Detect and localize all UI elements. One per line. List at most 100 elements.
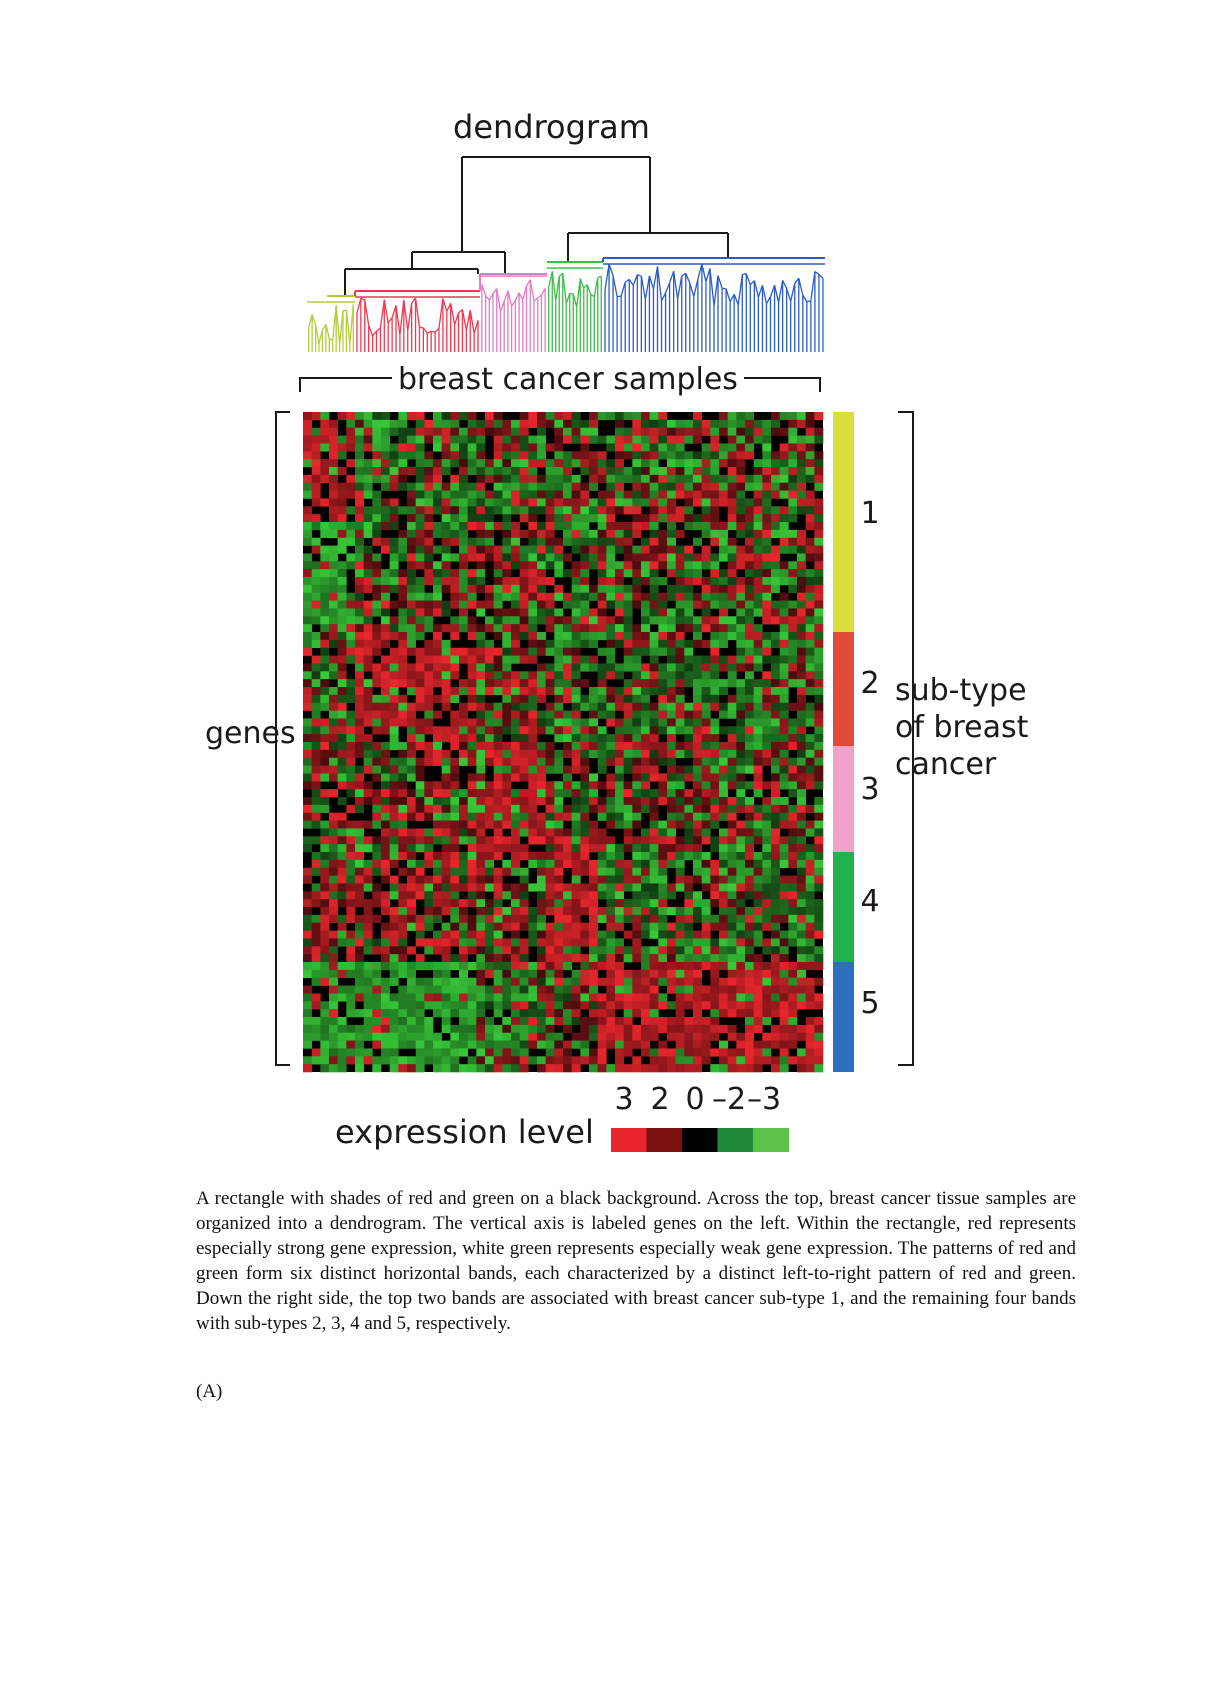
heatmap-cell (675, 969, 685, 979)
heatmap-cell (389, 804, 399, 814)
heatmap-cell (303, 765, 312, 774)
heatmap-cell (667, 1001, 676, 1010)
heatmap-cell (779, 679, 789, 688)
heatmap-cell (311, 467, 321, 476)
heatmap-cell (433, 828, 442, 837)
heatmap-cell (719, 490, 728, 499)
heatmap-cell (303, 914, 312, 924)
heatmap-cell (311, 702, 321, 711)
heatmap-cell (771, 757, 780, 766)
heatmap-cell (554, 482, 564, 491)
heatmap-cell (554, 419, 564, 429)
heatmap-cell (788, 836, 798, 845)
node-5 (725, 288, 731, 302)
heatmap-cell (805, 930, 815, 939)
heatmap-cell (797, 757, 806, 766)
heatmap-cell (424, 907, 434, 916)
heatmap-cell (632, 459, 642, 468)
heatmap-cell (797, 584, 806, 594)
heatmap-cell (554, 553, 564, 562)
heatmap-cell (329, 608, 338, 617)
heatmap-cell (563, 419, 572, 429)
heatmap-cell (502, 561, 512, 570)
heatmap-cell (528, 694, 538, 704)
heatmap-cell (337, 490, 347, 499)
heatmap-cell (424, 671, 434, 680)
heatmap-cell (727, 545, 737, 554)
heatmap-cell (805, 553, 815, 562)
heatmap-cell (459, 852, 468, 861)
heatmap-cell (519, 443, 529, 452)
heatmap-cell (719, 474, 728, 484)
heatmap-cell (459, 993, 468, 1002)
heatmap-cell (753, 522, 763, 531)
heatmap-cell (563, 710, 572, 719)
heatmap-cell (632, 930, 642, 939)
heatmap-cell (745, 852, 754, 861)
heatmap-cell (814, 899, 824, 908)
heatmap-cell (684, 993, 694, 1002)
heatmap-cell (779, 467, 789, 476)
heatmap-cell (355, 459, 364, 468)
heatmap-cell (563, 954, 572, 963)
heatmap-cell (441, 498, 451, 507)
heatmap-cell (710, 765, 720, 774)
heatmap-cell (424, 828, 434, 837)
heatmap-cell (363, 757, 373, 766)
heatmap-cell (675, 600, 685, 609)
heatmap-cell (649, 718, 659, 727)
heatmap-cell (346, 1048, 356, 1057)
heatmap-cell (571, 639, 581, 649)
heatmap-cell (623, 1001, 633, 1010)
heatmap-cell (467, 482, 477, 491)
heatmap-cell (762, 836, 772, 845)
heatmap-cell (459, 506, 468, 515)
heatmap-cell (311, 797, 321, 806)
heatmap-cell (753, 1024, 763, 1034)
heatmap-cell (649, 427, 659, 436)
heatmap-cell (701, 734, 711, 743)
heatmap-cell (545, 797, 555, 806)
heatmap-cell (797, 687, 806, 696)
heatmap-cell (545, 789, 555, 798)
heatmap-cell (459, 922, 468, 931)
heatmap-cell (320, 946, 330, 955)
heatmap-cell (485, 1032, 494, 1041)
heatmap-cell (415, 632, 425, 641)
heatmap-cell (554, 859, 564, 869)
node-5 (713, 275, 719, 306)
heatmap-cell (727, 773, 737, 782)
heatmap-cell (641, 1064, 650, 1073)
heatmap-cell (805, 938, 815, 947)
heatmap-cell (519, 671, 529, 680)
heatmap-cell (415, 875, 425, 884)
heatmap-cell (485, 474, 494, 484)
heatmap-cell (615, 482, 624, 491)
heatmap-cell (580, 600, 590, 609)
heatmap-cell (667, 443, 676, 452)
heatmap-cell (502, 710, 512, 719)
heatmap-cell (433, 977, 442, 986)
heatmap-cell (311, 608, 321, 617)
heatmap-cell (632, 954, 642, 963)
heatmap-cell (346, 679, 356, 688)
heatmap-cell (658, 859, 668, 869)
heatmap-cell (476, 907, 486, 916)
heatmap-cell (606, 584, 616, 594)
heatmap-cell (797, 624, 806, 633)
heatmap-cell (779, 412, 789, 421)
heatmap-cell (736, 710, 746, 719)
heatmap-cell (398, 710, 408, 719)
heatmap-cell (441, 820, 451, 829)
heatmap-cell (320, 867, 330, 876)
heatmap-cell (545, 577, 555, 586)
heatmap-cell (407, 844, 416, 853)
heatmap-cell (814, 757, 824, 766)
heatmap-cell (779, 490, 789, 499)
heatmap-cell (346, 419, 356, 429)
heatmap-cell (355, 553, 364, 562)
heatmap-cell (667, 789, 676, 798)
heatmap-cell (606, 773, 616, 782)
heatmap-cell (528, 765, 538, 774)
heatmap-cell (762, 679, 772, 688)
